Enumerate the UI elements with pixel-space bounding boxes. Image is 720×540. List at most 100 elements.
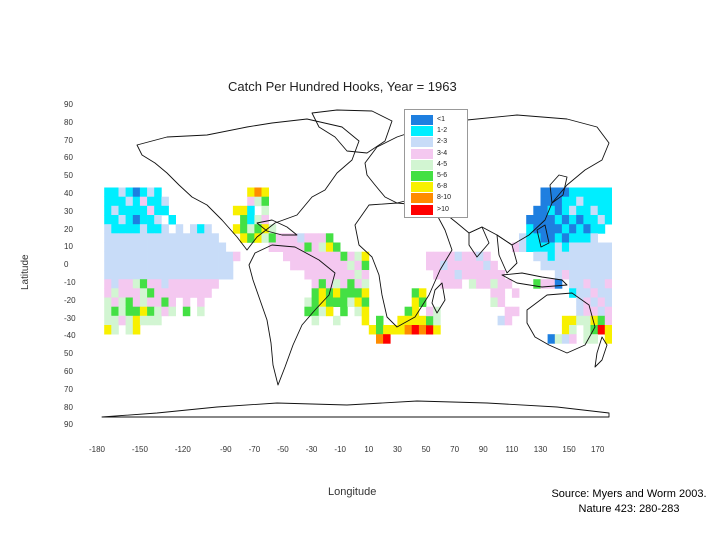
catch-cell xyxy=(275,233,284,243)
greenland-outline xyxy=(311,109,393,154)
catch-cell xyxy=(182,288,191,298)
catch-cell xyxy=(168,270,176,280)
catch-cell xyxy=(511,288,520,298)
catch-cell xyxy=(576,306,584,317)
catch-cell xyxy=(340,288,348,298)
catch-cell xyxy=(325,270,334,280)
catch-cell xyxy=(125,251,134,262)
catch-cell xyxy=(540,224,548,234)
catch-cell xyxy=(104,242,112,252)
catch-cell xyxy=(154,196,162,207)
catch-cell xyxy=(197,270,205,280)
catch-cell xyxy=(154,279,162,289)
catch-cell xyxy=(190,270,198,280)
catch-cell xyxy=(104,187,112,197)
catch-cell xyxy=(161,306,169,317)
catch-cell xyxy=(604,270,613,280)
catch-cell xyxy=(104,315,112,326)
catch-cell xyxy=(447,279,455,289)
catch-cell xyxy=(132,325,141,335)
catch-cell xyxy=(547,196,556,207)
catch-cell xyxy=(554,334,563,344)
catch-cell xyxy=(175,251,184,262)
y-tick-label: 80 xyxy=(64,402,73,412)
catch-cell xyxy=(318,251,327,262)
y-tick-label: 50 xyxy=(64,171,73,181)
catch-cell xyxy=(561,196,570,207)
catch-cell xyxy=(540,251,548,262)
catch-cell xyxy=(268,224,277,234)
philippines-outline xyxy=(536,224,550,248)
catch-cell xyxy=(604,334,613,344)
catch-cell xyxy=(147,297,155,307)
catch-cell xyxy=(426,306,434,317)
catch-cell xyxy=(561,260,570,271)
catch-cell xyxy=(325,242,334,252)
catch-cell xyxy=(139,205,148,216)
catch-cell xyxy=(132,215,141,225)
catch-cell xyxy=(561,334,570,344)
catch-cell xyxy=(161,196,169,207)
x-tick-label: -180 xyxy=(88,445,106,454)
catch-cell xyxy=(104,224,112,234)
south-america-outline xyxy=(248,244,336,386)
catch-cell xyxy=(132,251,141,262)
catch-cell xyxy=(604,297,613,307)
catch-cell xyxy=(190,224,198,234)
catch-cell xyxy=(161,224,169,234)
catch-cell xyxy=(497,315,506,326)
catch-cell xyxy=(347,279,355,289)
catch-cell xyxy=(376,325,384,335)
x-tick-label: -90 xyxy=(219,445,232,454)
catch-cell xyxy=(597,196,606,207)
catch-cell xyxy=(597,306,606,317)
catch-cell xyxy=(232,205,241,216)
catch-cell xyxy=(554,260,563,271)
catch-cell xyxy=(211,251,219,262)
catch-cell xyxy=(583,205,591,216)
catch-cell xyxy=(211,242,219,252)
catch-cell xyxy=(132,187,141,197)
catch-cell xyxy=(418,288,427,298)
catch-cell xyxy=(125,315,134,326)
catch-cell xyxy=(125,205,134,216)
x-tick-label: -30 xyxy=(305,445,318,454)
catch-cell xyxy=(554,279,563,289)
catch-cell xyxy=(132,196,141,207)
catch-cell xyxy=(554,233,563,243)
legend-label: <1 xyxy=(437,116,445,123)
catch-cell xyxy=(533,205,541,216)
catch-cell xyxy=(132,270,141,280)
catch-cell xyxy=(561,215,570,225)
catch-cell xyxy=(576,279,584,289)
catch-cell xyxy=(547,260,556,271)
catch-cell xyxy=(533,233,541,243)
catch-cell xyxy=(483,270,491,280)
catch-cell xyxy=(383,325,391,335)
catch-cell xyxy=(297,242,305,252)
legend-label: 8-10 xyxy=(437,194,452,202)
catch-cell xyxy=(576,297,584,307)
catch-cell xyxy=(254,224,262,234)
catch-cell xyxy=(290,233,298,243)
catch-cell xyxy=(461,260,470,271)
japan-outline xyxy=(549,174,568,204)
catch-cell xyxy=(218,260,227,271)
catch-cell xyxy=(440,260,448,271)
catch-cell xyxy=(147,233,155,243)
catch-cell xyxy=(533,224,541,234)
catch-cell xyxy=(404,306,413,317)
catch-cell xyxy=(168,260,176,271)
catch-cell xyxy=(311,260,320,271)
catch-cell xyxy=(182,242,191,252)
catch-cell xyxy=(597,279,606,289)
catch-cell xyxy=(590,224,598,234)
catch-cell xyxy=(411,325,420,335)
catch-cell xyxy=(597,215,606,225)
catch-cell xyxy=(468,260,477,271)
catch-cell xyxy=(111,196,119,207)
catch-cell xyxy=(154,288,162,298)
catch-cell xyxy=(418,297,427,307)
catch-cell xyxy=(590,233,598,243)
madagascar-outline xyxy=(431,282,446,314)
